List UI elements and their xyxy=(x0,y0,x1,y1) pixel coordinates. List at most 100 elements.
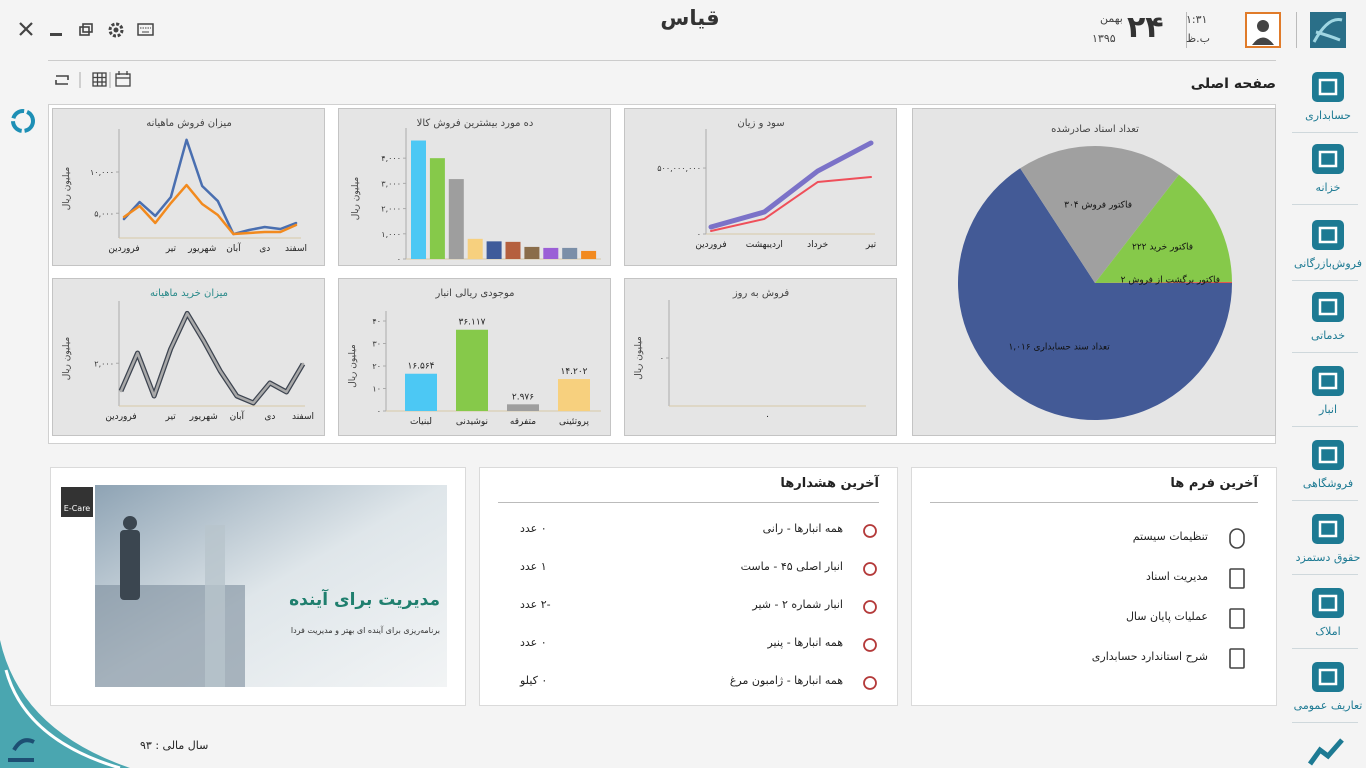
bar xyxy=(562,247,578,259)
date-day: ۲۴ xyxy=(1127,10,1164,45)
form-link[interactable]: تنظیمات سیستم xyxy=(1132,530,1208,543)
y-tick-label: ۱۰ xyxy=(372,385,381,394)
slice-label: فاکتور فروش ۳۰۴ xyxy=(1064,201,1132,211)
form-icon xyxy=(1229,648,1245,669)
x-tick-label: نوشیدنی xyxy=(456,417,488,427)
y-tick-label: ۵۰۰,۰۰۰,۰۰۰ xyxy=(657,164,701,173)
alert-name: انبار شماره ۲ - شیر xyxy=(752,598,843,611)
alert-amount: ۰ عدد xyxy=(520,522,547,535)
toolbar xyxy=(55,71,131,88)
sidebar-separator xyxy=(1292,722,1358,723)
sidebar-icon xyxy=(1312,440,1344,470)
chart-panel: ده مورد بیشترین فروش کالا میلیون ریال ۰ ۱,۰… xyxy=(338,108,611,266)
form-link[interactable]: شرح استاندارد حسابداری xyxy=(1091,650,1208,663)
y-tick-label: ۲۰ xyxy=(372,362,381,371)
x-tick-label: شهریور xyxy=(189,412,218,422)
x-tick-label: اسفند xyxy=(285,244,307,254)
icon-shape xyxy=(1229,568,1245,589)
bar xyxy=(558,379,590,411)
calendar-button[interactable] xyxy=(115,71,131,87)
close-button[interactable] xyxy=(19,22,33,36)
y-axis-label: میلیون ریال xyxy=(62,337,72,381)
alert-name: همه انبارها - رانی xyxy=(762,522,843,535)
slice-label: تعداد سند حسابداری ۱,۰۱۶ xyxy=(1008,342,1110,352)
grid-button[interactable] xyxy=(92,72,107,87)
sidebar-item[interactable]: فروشگاهی xyxy=(1290,438,1366,504)
sidebar-label: حقوق دستمزد xyxy=(1295,551,1361,564)
line-series xyxy=(710,176,872,232)
sidebar-item[interactable]: خدماتی xyxy=(1290,290,1366,356)
icon-shape xyxy=(863,562,877,576)
bar xyxy=(505,241,521,259)
bar xyxy=(448,179,464,259)
line-series xyxy=(119,312,305,405)
form-link[interactable]: مدیریت اسناد xyxy=(1146,570,1208,583)
app-logo xyxy=(1310,12,1346,48)
chart-panel: سود و زیان ۰ ۵۰۰,۰۰۰,۰۰۰ فروردین اردیبهشت خرد… xyxy=(624,108,897,266)
refresh-button[interactable] xyxy=(55,75,69,85)
x-tick-label: پروتئینی xyxy=(559,417,589,427)
restore-button[interactable] xyxy=(79,23,93,36)
sidebar-item[interactable]: املاک xyxy=(1290,586,1366,652)
sidebar-separator xyxy=(1292,204,1358,205)
clock-period: ب.ظ xyxy=(1186,32,1211,45)
y-tick-label: ۴۰ xyxy=(372,317,381,326)
sidebar-item[interactable]: حسابداری xyxy=(1290,70,1366,136)
sidebar-icon xyxy=(1312,662,1344,692)
user-avatar[interactable] xyxy=(1245,12,1283,50)
form-icon xyxy=(1229,528,1245,549)
sidebar-item[interactable]: انبار xyxy=(1290,364,1366,430)
slice-label: فاکتور خرید ۲۲۲ xyxy=(1132,243,1193,253)
form-link[interactable]: عملیات پایان سال xyxy=(1125,610,1208,623)
alert-amount: ۰ عدد xyxy=(520,636,547,649)
chart-title: موجودی ریالی انبار xyxy=(434,288,514,299)
settings-button[interactable] xyxy=(108,22,124,38)
keyboard-button[interactable] xyxy=(137,23,154,36)
icon-detail xyxy=(1318,668,1338,686)
bar xyxy=(486,241,502,259)
sidebar-icon xyxy=(1312,220,1344,250)
page-title: صفحه اصلی xyxy=(1190,76,1276,92)
icon-shape xyxy=(1312,662,1344,692)
bar xyxy=(467,238,483,259)
date-year: ۱۳۹۵ xyxy=(1092,32,1116,45)
icon-detail xyxy=(1318,226,1338,244)
sync-button[interactable] xyxy=(8,106,40,138)
y-tick-label: ۳,۰۰۰ xyxy=(381,179,401,188)
chart-title: میزان خرید ماهیانه xyxy=(150,288,228,299)
recent-forms-card: آخرین فرم ها تنظیمات سیستم مدیریت اسناد عم… xyxy=(911,467,1277,706)
sidebar-item[interactable]: تعاریف عمومی xyxy=(1290,660,1366,726)
alert-amount: ۰ کیلو xyxy=(520,674,548,687)
y-tick-label: ۰ xyxy=(660,354,664,363)
card-title: آخرین فرم ها xyxy=(1170,476,1258,491)
sidebar-item[interactable]: حقوق دستمزد xyxy=(1290,512,1366,578)
x-tick-label: دی xyxy=(264,412,275,422)
x-tick-label: فروردین xyxy=(695,240,726,250)
sidebar-label: تعاریف عمومی xyxy=(1293,699,1363,712)
bar xyxy=(507,404,539,411)
icon-shape xyxy=(863,524,877,538)
banner-image xyxy=(95,485,447,687)
sidebar-separator xyxy=(1292,500,1358,501)
icon-shape xyxy=(863,676,877,690)
minimize-button[interactable] xyxy=(50,33,62,36)
icon-shape xyxy=(1229,648,1245,669)
window-controls xyxy=(19,22,154,38)
y-tick-label: ۰ xyxy=(377,407,381,416)
y-tick-label: ۰ xyxy=(397,255,401,264)
chart-panel: فروش به روز میلیون ریال ۰ ۰ xyxy=(624,278,897,436)
alarm-icon xyxy=(863,524,877,538)
icon-shape xyxy=(863,600,877,614)
alerts-card: آخرین هشدارها همه انبارها - رانی ۰ عدد انب… xyxy=(479,467,898,706)
slice-name: تعداد سند حسابداری xyxy=(1034,342,1111,352)
x-tick-label: تیر xyxy=(165,412,177,422)
sidebar-item[interactable]: خزانه xyxy=(1290,142,1366,208)
value-label: ۱۴.۲۰۲ xyxy=(560,367,587,377)
value-label: ۳۶.۱۱۷ xyxy=(458,318,485,328)
chart-panel: میزان خرید ماهیانه میلیون ریال ۲,۰۰۰ فروردی… xyxy=(52,278,325,436)
sidebar-item[interactable]: فروش‌بازرگانی xyxy=(1290,218,1366,284)
value-label: ۱۶.۵۶۴ xyxy=(407,362,434,372)
fiscal-year: سال مالی : ۹۳ xyxy=(140,739,209,752)
y-tick-label: ۳۰ xyxy=(372,340,381,349)
sidebar-label: املاک xyxy=(1315,625,1341,638)
